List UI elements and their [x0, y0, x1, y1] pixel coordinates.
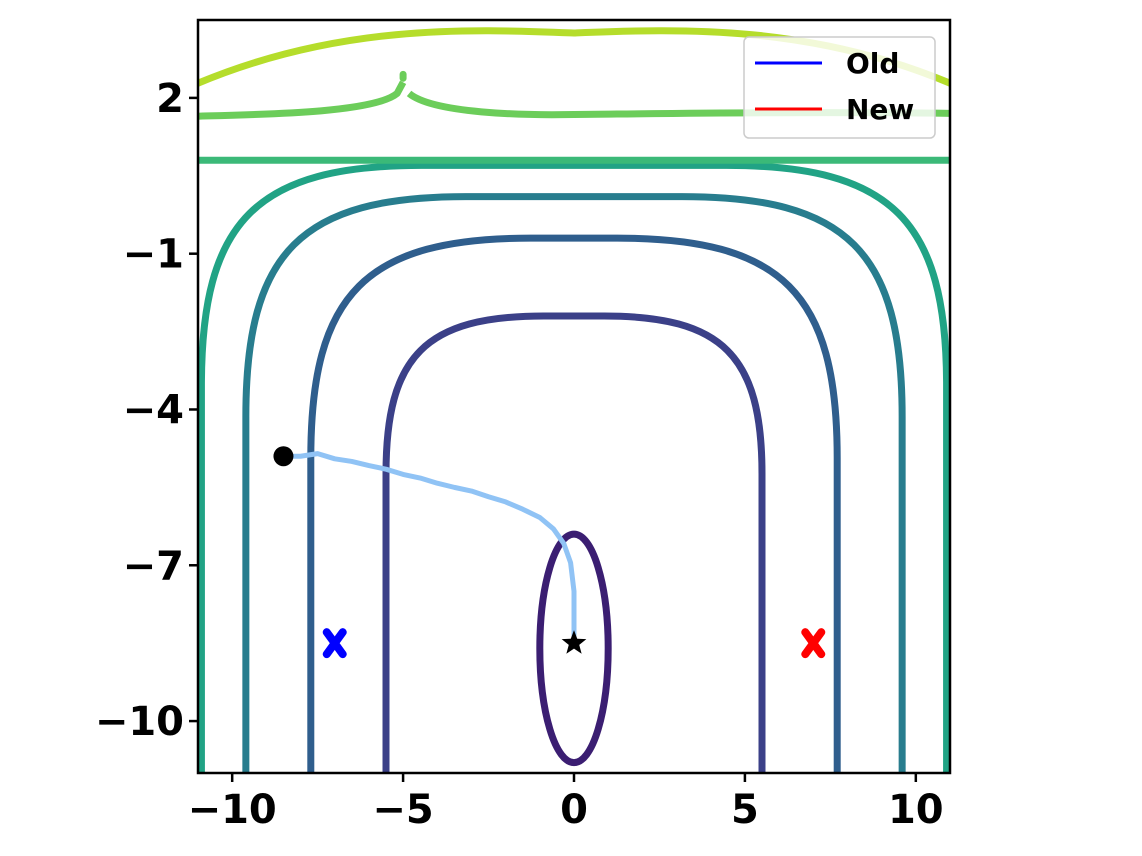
- start-point: [273, 446, 294, 467]
- legend-label-old: Old: [846, 47, 899, 80]
- contour-line-2: [382, 312, 766, 773]
- contour-lines: [198, 27, 950, 773]
- y-tick-label: −1: [123, 232, 184, 278]
- contour-line-4: [242, 193, 906, 773]
- old-marker: [322, 628, 347, 659]
- trajectory: [280, 451, 577, 641]
- x-tick-label: −5: [372, 787, 433, 833]
- markers: [273, 446, 826, 659]
- optimum-star: [561, 630, 587, 654]
- x-tick-label: −10: [188, 787, 277, 833]
- new-marker-stroke-b: [801, 628, 826, 659]
- x-tick-label: 10: [888, 787, 944, 833]
- legend: Old New: [743, 36, 936, 139]
- new-marker: [801, 628, 826, 659]
- old-marker-stroke-b: [322, 628, 347, 659]
- x-tick-label: 0: [560, 787, 588, 833]
- x-axis: −10 −5 0 5 10: [188, 773, 944, 833]
- y-axis: 2 −1 −4 −7 −10: [95, 76, 198, 745]
- contour-line-3: [307, 234, 841, 773]
- y-tick-label: −10: [95, 699, 184, 745]
- legend-label-new: New: [846, 93, 914, 126]
- x-tick-label: 5: [731, 787, 759, 833]
- y-tick-label: −7: [123, 543, 184, 589]
- contour-line-1: [536, 530, 612, 767]
- y-tick-label: 2: [156, 76, 184, 122]
- contour-line-5: [198, 161, 950, 773]
- trajectory-line: [280, 451, 577, 641]
- y-tick-label: −4: [123, 387, 184, 433]
